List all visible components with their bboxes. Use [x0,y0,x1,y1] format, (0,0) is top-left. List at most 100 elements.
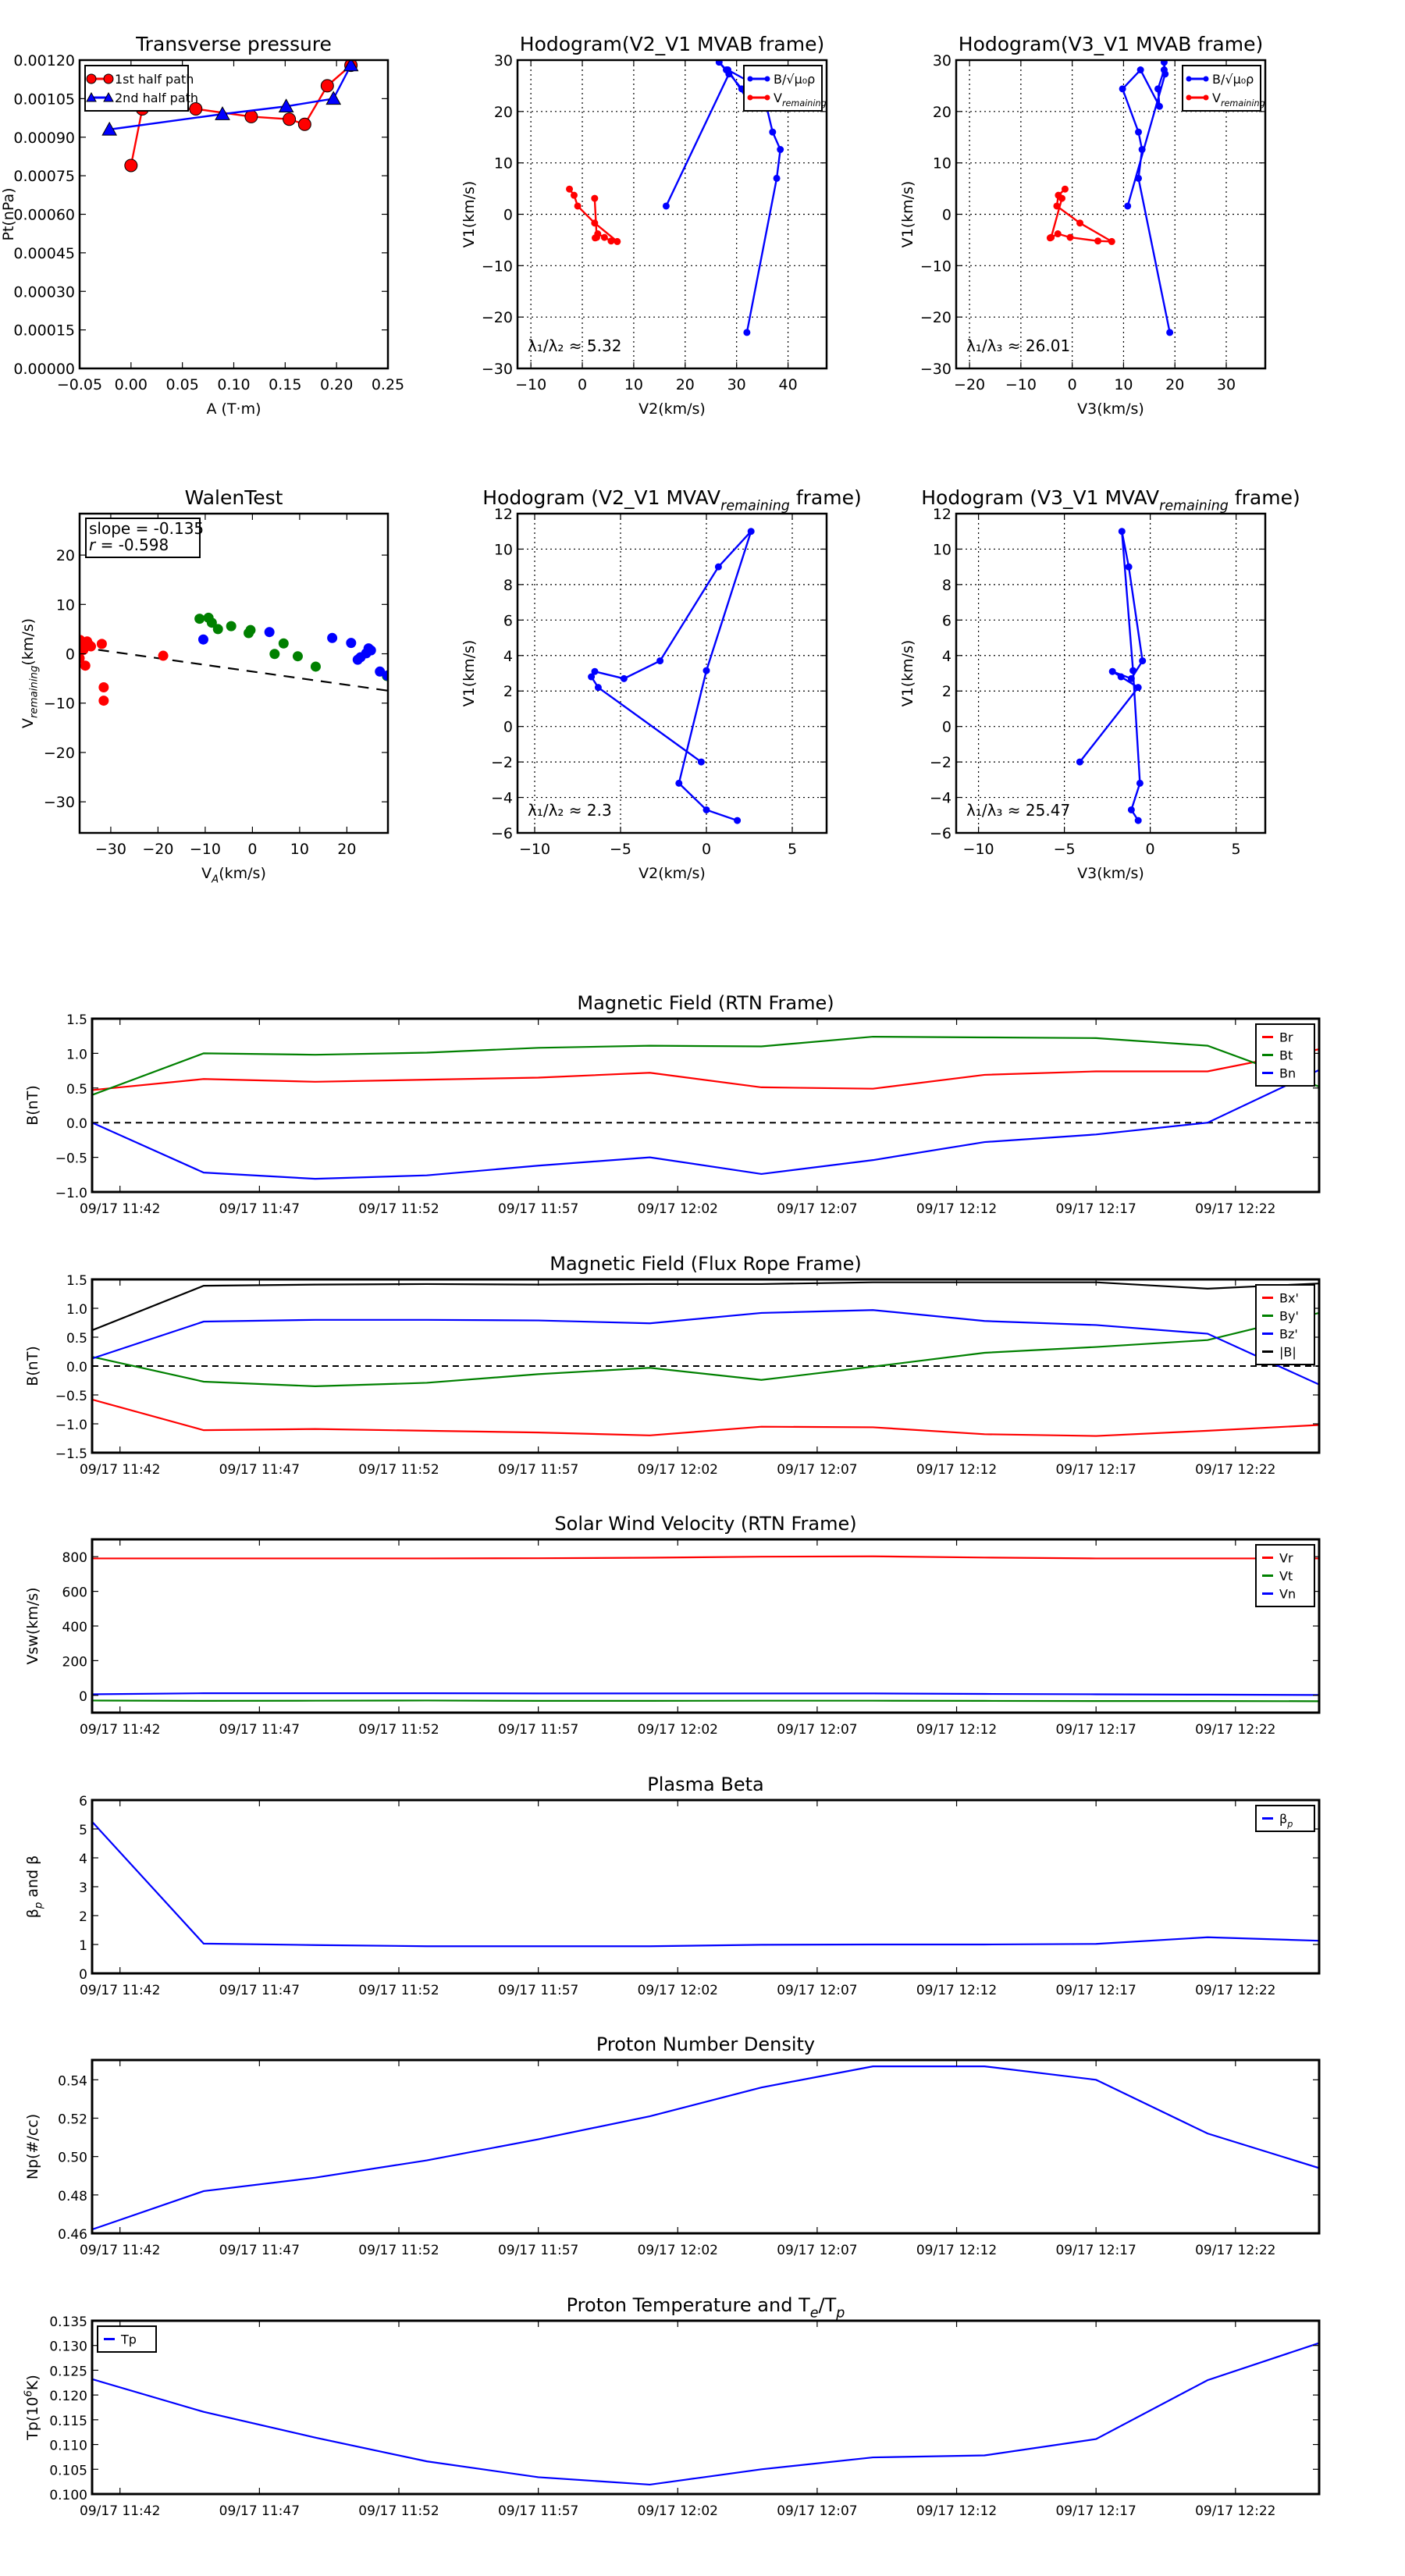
y-tick-label: 0.5 [66,1082,87,1098]
x-tick-label: 09/17 12:02 [638,1201,718,1217]
x-tick-label: 09/17 11:42 [80,1201,160,1217]
x-tick-label: 09/17 11:42 [80,1462,160,1478]
legend: Bx' By' Bz' |B| [1255,1284,1315,1365]
x-tick-label: 09/17 12:17 [1055,1983,1136,1998]
legend-label-part: p [1286,1819,1293,1829]
y-tick-label: 1.0 [66,1302,87,1318]
legend-label-part: remaining [782,98,827,109]
x-axis-label: V3(km/s) [1077,400,1144,418]
series-line-1 [92,1699,1319,1703]
legend: Vr Vt Vn [1255,1544,1315,1607]
data-point [325,91,342,105]
x-tick-label: 09/17 12:02 [638,1462,718,1478]
x-tick-label: 0 [702,841,711,858]
y-axis-label: V1(km/s) [461,181,478,248]
x-tick-label: 09/17 11:47 [219,1462,300,1478]
data-point [1138,146,1146,154]
legend-marker [1203,76,1209,82]
legend-label-part: remaining [1221,98,1265,109]
data-point [656,657,664,665]
data-point [697,758,705,766]
data-point [278,98,294,112]
x-tick-label: 0.05 [166,376,199,393]
chart-title-part: e [810,2306,819,2322]
x-tick-label: 09/17 12:12 [916,2503,997,2519]
data-point [206,617,217,628]
legend-label: βp [1279,1812,1293,1830]
x-tick-label: 09/17 12:22 [1195,1462,1275,1478]
chart-1: −10 0 10 20 30 40 −30 −20 −10 0 10 20 30 Hodogram(V2_… [461,33,828,418]
data-point [1117,673,1125,681]
y-tick-label: 0.130 [49,2339,87,2355]
legend-marker [86,91,97,102]
y-tick-label: 2 [79,1909,87,1925]
legend-label-part: V [1212,91,1221,105]
data-point [675,779,683,787]
y-tick-label: 0.00045 [13,245,75,262]
data-point [1076,219,1084,227]
y-tick-label: 4 [503,648,513,665]
data-point [715,60,723,66]
axes-frame [516,512,828,834]
data-point [614,237,621,245]
data-point [734,817,742,824]
chart-title: Proton Temperature and Te/Tp [567,2294,845,2322]
y-axis-label: V1(km/s) [461,640,478,707]
y-axis-label: Vsw(km/s) [24,1587,41,1664]
plot-area [92,2065,1319,2231]
data-point [591,219,599,227]
chart-title: Magnetic Field (Flux Rope Frame) [550,1253,861,1275]
y-tick-label: 0.00090 [13,130,75,147]
y-tick-label: 0.125 [49,2364,87,2379]
y-tick-label: −2 [491,754,513,771]
x-axis-label-part: (km/s) [219,865,266,882]
series-line-0 [92,1048,1319,1091]
legend-label: By' [1279,1309,1299,1324]
data-point [1155,102,1163,110]
legend-marker [747,94,753,101]
y-tick-label: 1.5 [66,1273,87,1289]
y-tick-label: −30 [482,361,513,378]
chart-title-part: remaining [720,499,790,514]
data-point [574,202,582,210]
x-tick-label: 10 [290,841,309,858]
legend-label: B/√μ₀ρ [1212,72,1254,87]
series-line-2 [92,1069,1319,1180]
y-tick-label: 1 [79,1938,87,1954]
y-tick-label: 10 [933,155,951,173]
data-point [591,194,599,202]
data-point [80,639,91,649]
legend: 1st half path 2nd half path [84,65,198,112]
series-line-1 [92,1311,1319,1388]
x-tick-label: 09/17 12:17 [1055,1462,1136,1478]
data-point [1135,174,1143,182]
y-tick-label: −0.5 [55,1389,87,1404]
y-tick-label: −2 [930,754,951,771]
data-point [124,158,138,173]
x-tick-label: 0.15 [269,376,301,393]
legend-marker [764,94,770,101]
x-tick-label: 20 [1165,376,1184,393]
chart-title: Hodogram (V2_V1 MVAVremaining frame) [482,486,862,514]
x-tick-label: 09/17 12:02 [638,2243,718,2258]
x-tick-label: 09/17 11:52 [358,1722,439,1738]
data-point [98,696,109,706]
y-tick-label: 0.120 [49,2389,87,2404]
x-tick-label: 09/17 12:07 [777,1462,857,1478]
y-tick-label: 6 [503,612,513,629]
legend-label: Bt [1279,1048,1293,1063]
legend-label: Tp [120,2332,137,2347]
y-tick-label: 600 [62,1585,87,1601]
y-tick-label: 0.52 [58,2112,87,2127]
y-axis-label-part: 6 [23,2390,34,2396]
x-tick-label: 09/17 11:47 [219,2503,300,2519]
stats-text-part: r [89,535,97,554]
legend-label: B/√μ₀ρ [774,72,815,87]
data-point [226,621,237,632]
series-line-1 [92,1035,1319,1096]
y-axis-label-part: V [20,718,37,728]
x-tick-label: 10 [624,376,643,393]
series-line-0 [92,2342,1319,2486]
y-tick-label: 30 [933,52,951,69]
